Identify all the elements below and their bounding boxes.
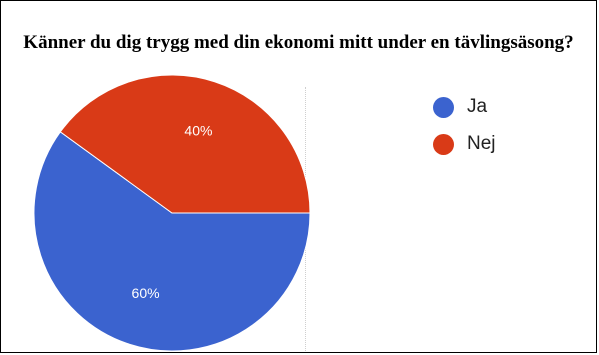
legend-swatch-nej <box>433 133 454 155</box>
pie-slice-nej <box>59 74 311 214</box>
legend-swatch-ja <box>433 96 454 118</box>
chart-legend: Ja Nej <box>433 95 496 169</box>
pie-label-ja: 60% <box>132 285 160 301</box>
legend-label-ja: Ja <box>467 96 488 117</box>
legend-label-nej: Nej <box>467 133 496 154</box>
chart-title: Känner du dig trygg med din ekonomi mitt… <box>23 32 574 53</box>
legend-item-ja: Ja <box>433 95 496 119</box>
pie-slice-ja <box>33 131 311 352</box>
pie-label-nej: 40% <box>184 122 212 138</box>
legend-item-nej: Nej <box>433 132 496 156</box>
